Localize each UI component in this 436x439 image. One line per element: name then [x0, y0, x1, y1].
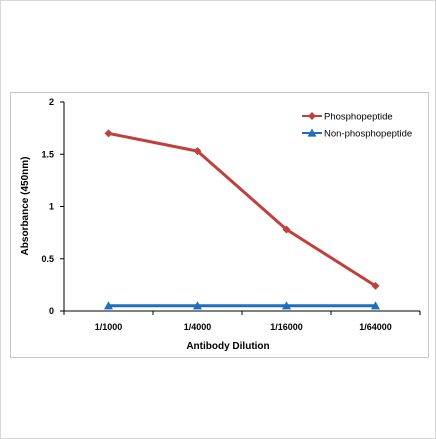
y-axis-title: Absorbance (450nm)	[20, 157, 31, 256]
x-tick-label: 1/1000	[95, 322, 123, 332]
y-tick-label: 1.5	[41, 149, 54, 159]
x-axis-title: Antibody Dilution	[186, 341, 269, 352]
x-tick-label: 1/16000	[270, 322, 303, 332]
y-tick-label: 0	[49, 306, 54, 316]
x-tick-label: 1/4000	[184, 322, 212, 332]
y-tick-label: 2	[49, 97, 54, 107]
data-point	[104, 129, 113, 138]
x-tick-label: 1/64000	[359, 322, 392, 332]
series-1	[104, 301, 380, 310]
data-point	[193, 147, 202, 156]
legend-entry: Non-phosphopeptide	[302, 128, 412, 140]
data-point	[282, 301, 291, 310]
y-tick-label: 1	[49, 202, 54, 212]
series-layer	[104, 129, 380, 310]
legend-entry: Phosphopeptide	[302, 112, 393, 123]
chart-panel	[10, 92, 429, 358]
legend: Phosphopeptide Non-phosphopeptide	[302, 112, 412, 140]
axes: 0 0.5 1 1.5 2 1/1000 1/4000 1/16000 1/64000	[41, 97, 421, 332]
data-point	[104, 301, 113, 310]
data-point	[282, 225, 291, 234]
y-tick-label: 0.5	[41, 254, 54, 264]
data-point	[371, 281, 380, 290]
legend-swatch-marker	[307, 128, 317, 137]
legend-label: Phosphopeptide	[324, 112, 393, 123]
data-point	[193, 301, 202, 310]
series-0	[104, 129, 380, 290]
data-point	[371, 301, 380, 310]
legend-swatch-marker	[308, 112, 316, 120]
legend-label: Non-phosphopeptide	[324, 129, 412, 140]
series-line	[108, 131, 377, 288]
